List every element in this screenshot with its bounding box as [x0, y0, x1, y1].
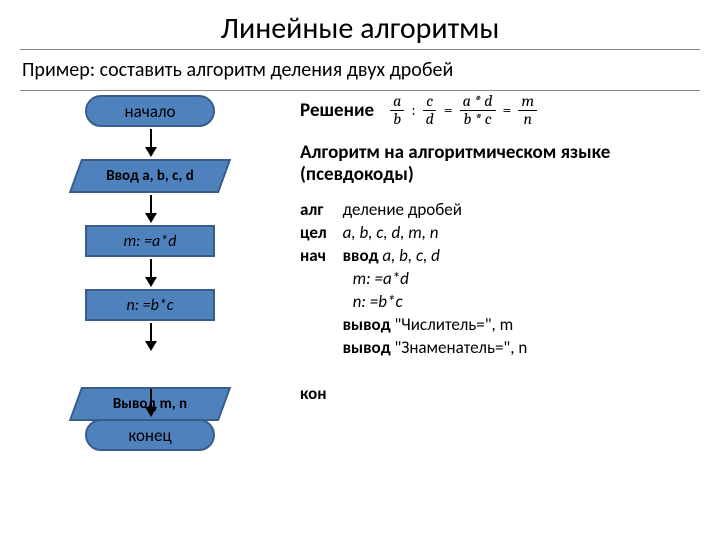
pseudocode: алг цел нач кон деление дробей a, b, c, … [300, 199, 700, 406]
page-title: Линейные алгоритмы [0, 0, 720, 47]
solution-row: Решение ab : cd = a * db * c = mn [300, 93, 700, 128]
frac-num: c [423, 93, 436, 111]
subtitle: Пример: составить алгоритм деления двух … [0, 50, 720, 88]
pseudo-line: ввод a, b, c, d [337, 245, 528, 268]
pseudo-line: m: =a*d [337, 268, 528, 291]
pseudo-line: n: =b*c [337, 291, 528, 314]
frac-den: n [521, 111, 536, 128]
solution-label: Решение [300, 99, 374, 122]
kw-alg: алг [300, 199, 327, 222]
flowchart: начало Ввод a, b, c, d m: =a*d n: =b*c В… [40, 95, 260, 163]
flow-input-label: Ввод a, b, c, d [106, 167, 194, 185]
flow-step-1: m: =a*d [85, 225, 215, 257]
kw-begin: нач [300, 245, 327, 268]
pseudo-line: деление дробей [337, 199, 528, 222]
frac-den: b [390, 111, 404, 128]
flow-step-2: n: =b*c [85, 289, 215, 321]
pseudo-line: a, b, c, d, m, n [337, 222, 528, 245]
pseudo-line: вывод "Числитель=", m [337, 314, 528, 337]
frac-num: a [390, 93, 404, 111]
algorithm-heading: Алгоритм на алгоритмическом языке (псевд… [300, 142, 700, 188]
keyword-column: алг цел нач кон [300, 199, 327, 406]
flow-start: начало [85, 95, 215, 127]
frac-num: a * d [460, 93, 496, 111]
frac-den: d [423, 111, 437, 128]
right-column: Решение ab : cd = a * db * c = mn Алгори… [300, 91, 700, 406]
frac-den: b * c [460, 111, 494, 128]
flow-end: конец [85, 419, 215, 451]
content: начало Ввод a, b, c, d m: =a*d n: =b*c В… [0, 91, 720, 531]
body-column: деление дробей a, b, c, d, m, n ввод a, … [337, 199, 528, 406]
formula: ab : cd = a * db * c = mn [390, 93, 537, 128]
kw-end: кон [300, 383, 327, 406]
frac-num: m [518, 93, 537, 111]
kw-int: цел [300, 222, 327, 245]
flow-input: Ввод a, b, c, d [75, 159, 225, 193]
pseudo-line: вывод "Знаменатель=", n [337, 337, 528, 360]
